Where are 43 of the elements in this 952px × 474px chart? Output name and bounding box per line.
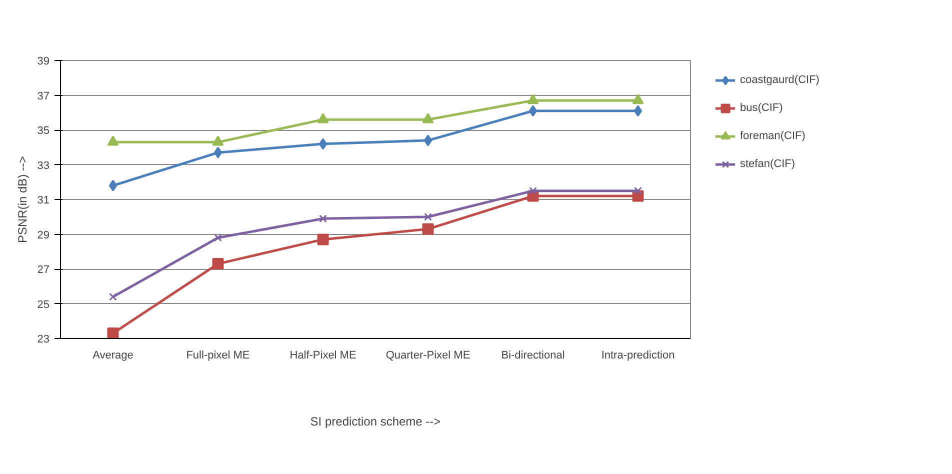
point <box>107 136 119 146</box>
x-tick-label: Average <box>92 350 134 362</box>
x-tick-label: Intra-prediction <box>601 350 675 362</box>
point <box>214 146 222 158</box>
y-tick-label: 27 <box>37 264 50 276</box>
y-tick-label: 35 <box>37 125 50 137</box>
point <box>424 134 432 146</box>
y-tick-label: 33 <box>37 160 50 172</box>
y-tick-label: 31 <box>37 194 50 206</box>
y-tick-label: 25 <box>37 298 50 311</box>
y-tick-label: 23 <box>37 334 50 346</box>
legend-label: foreman(CIF) <box>740 130 806 142</box>
point <box>317 234 329 246</box>
y-axis-title: PSNR(in dB) --> <box>15 156 30 244</box>
point <box>424 212 432 221</box>
point <box>317 113 329 124</box>
point <box>107 328 119 338</box>
legend-label: bus(CIF) <box>740 102 783 114</box>
point <box>422 113 434 124</box>
x-tick-label: Quarter-Pixel ME <box>386 350 470 362</box>
x-tick-label: Full-pixel ME <box>186 350 250 362</box>
legend-label: coastgaurd(CIF) <box>740 74 820 86</box>
point <box>527 94 539 104</box>
point <box>529 186 537 195</box>
y-tick-label: 39 <box>37 56 50 68</box>
point <box>528 105 538 117</box>
point <box>319 214 327 223</box>
point <box>212 136 224 146</box>
legend-label: stefan(CIF) <box>740 158 796 170</box>
point <box>214 234 222 242</box>
point <box>634 105 642 117</box>
point <box>422 223 434 235</box>
x-axis-title: SI prediction scheme --> <box>310 414 441 428</box>
point <box>109 292 117 301</box>
y-tick-label: 29 <box>37 229 50 242</box>
point <box>212 258 224 270</box>
x-tick-label: Bi-directional <box>501 350 565 362</box>
point <box>108 180 118 192</box>
point <box>632 94 644 104</box>
point <box>318 138 328 150</box>
x-tick-label: Half-Pixel ME <box>290 350 356 362</box>
y-tick-label: 37 <box>37 90 50 102</box>
point <box>634 186 642 195</box>
